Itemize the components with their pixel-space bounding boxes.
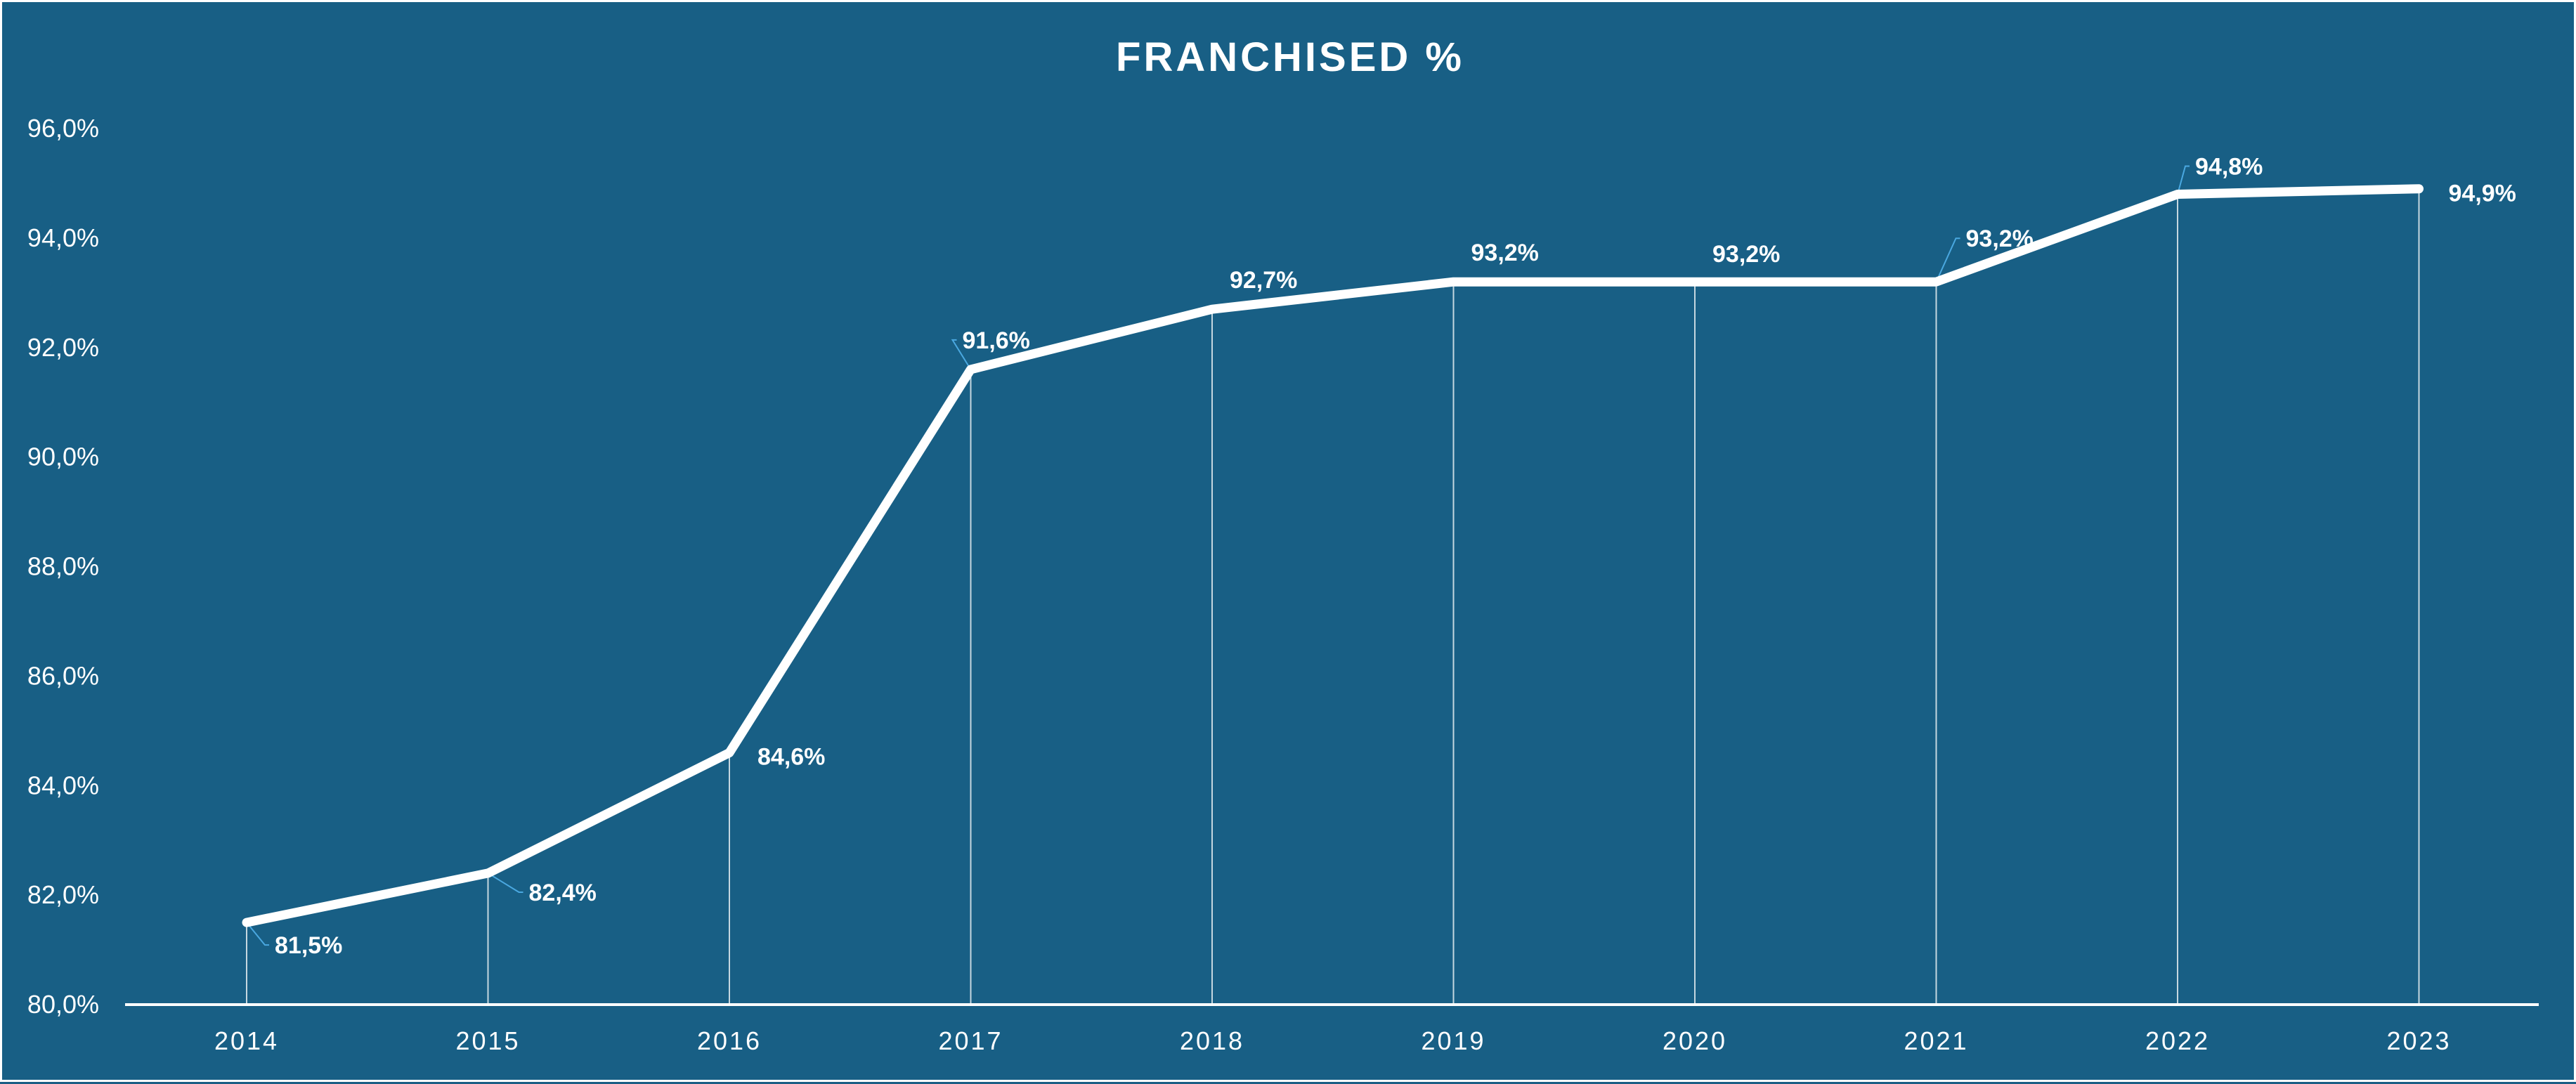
y-tick-label: 90,0%	[27, 443, 99, 471]
data-points	[242, 184, 2424, 927]
x-tick-label: 2014	[214, 1026, 279, 1055]
x-tick-label: 2021	[1904, 1026, 1968, 1055]
y-tick-label: 80,0%	[27, 990, 99, 1019]
label-leaders	[246, 165, 2190, 946]
y-axis-ticks: 80,0% 82,0% 84,0% 86,0% 88,0% 90,0% 92,0% 94,0%…	[27, 114, 99, 1019]
x-tick-label: 2016	[697, 1026, 762, 1055]
y-tick-label: 86,0%	[27, 661, 99, 690]
label-leader-line	[246, 922, 269, 946]
x-tick-label: 2015	[455, 1026, 520, 1055]
y-tick-label: 94,0%	[27, 223, 99, 252]
data-label: 81,5%	[275, 932, 342, 959]
data-label: 93,2%	[1712, 241, 1780, 268]
y-tick-label: 82,0%	[27, 880, 99, 909]
y-tick-label: 84,0%	[27, 771, 99, 799]
data-label: 93,2%	[1471, 240, 1539, 266]
data-point	[1449, 277, 1458, 287]
data-label: 91,6%	[963, 327, 1030, 354]
data-point	[1208, 305, 1216, 314]
y-tick-label: 92,0%	[27, 333, 99, 362]
data-point	[2173, 190, 2182, 199]
y-tick-label: 96,0%	[27, 114, 99, 143]
data-point	[725, 748, 734, 757]
label-leader-line	[2177, 165, 2190, 195]
series-line	[242, 184, 2424, 927]
x-tick-label: 2018	[1180, 1026, 1244, 1055]
x-tick-label: 2019	[1421, 1026, 1485, 1055]
x-tick-label: 2022	[2145, 1026, 2210, 1055]
data-point	[2414, 184, 2424, 193]
label-leader-line	[951, 339, 972, 370]
x-axis-ticks: 2014 2015 2016 2017 2018 2019 2020 2021 2022 2023	[214, 1026, 2451, 1055]
label-leader-line	[487, 873, 523, 893]
data-label: 94,9%	[2449, 181, 2516, 207]
data-point	[483, 868, 493, 877]
data-point	[1691, 277, 1699, 287]
x-tick-label: 2023	[2386, 1026, 2451, 1055]
data-label: 92,7%	[1230, 267, 1297, 294]
chart-title: FRANCHISED %	[1116, 34, 1464, 80]
x-tick-label: 2017	[938, 1026, 1003, 1055]
data-labels: 81,5% 82,4% 84,6% 91,6% 92,7% 93,2% 93,2% 93,2%…	[275, 154, 2516, 960]
data-label: 82,4%	[529, 880, 597, 906]
data-label: 93,2%	[1966, 226, 2034, 252]
data-label: 94,8%	[2195, 154, 2263, 181]
y-tick-label: 88,0%	[27, 552, 99, 581]
data-point	[242, 918, 251, 927]
data-point	[966, 365, 975, 374]
label-leader-line	[1935, 237, 1960, 282]
drop-lines	[246, 188, 2420, 1005]
data-point	[1932, 277, 1941, 287]
data-label: 84,6%	[757, 743, 825, 770]
x-tick-label: 2020	[1663, 1026, 1727, 1055]
